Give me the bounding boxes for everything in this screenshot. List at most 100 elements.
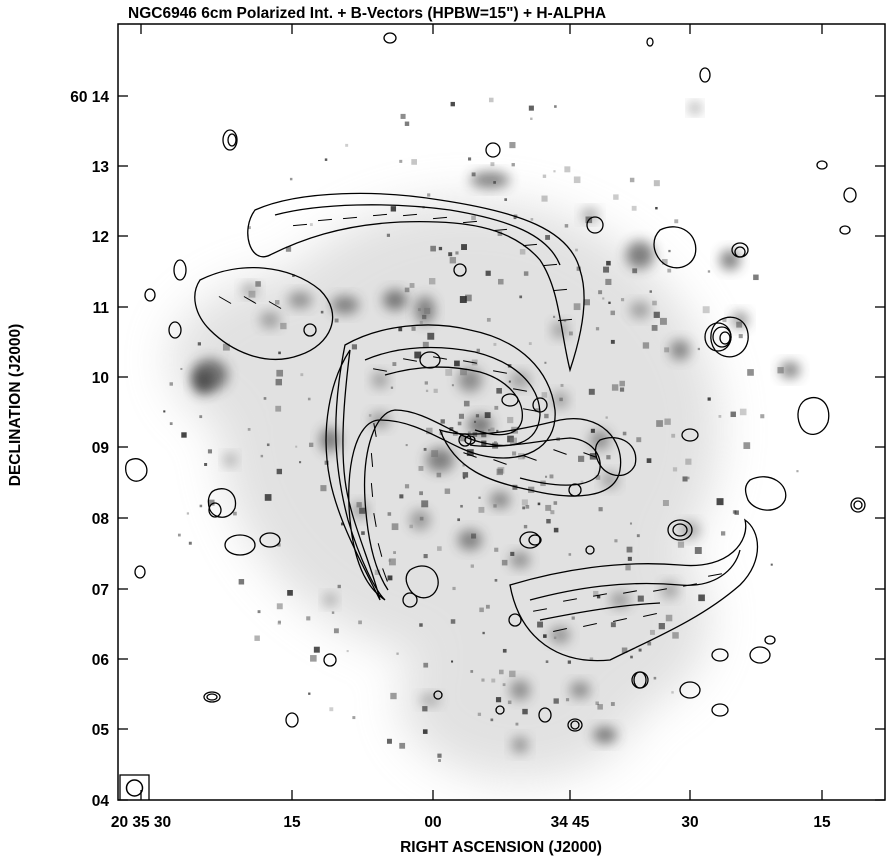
- contour-line: [363, 346, 541, 591]
- b-vector: [563, 598, 577, 602]
- contour-line: [469, 437, 601, 486]
- contour-ring: [206, 693, 218, 701]
- contour-ring: [433, 690, 443, 700]
- contour-line: [438, 418, 622, 497]
- b-vector: [493, 459, 507, 465]
- contour-ring: [850, 497, 866, 513]
- contour-ring: [227, 133, 237, 147]
- b-vector: [268, 301, 282, 309]
- contour-ring: [538, 707, 552, 723]
- x-tick-label: 00: [424, 814, 441, 831]
- y-tick-label: 05: [92, 722, 110, 739]
- contour-ring: [567, 718, 583, 732]
- x-tick-label: 34 45: [551, 814, 590, 831]
- contour-ring: [222, 129, 238, 151]
- b-vector: [432, 216, 448, 220]
- y-axis-label: DECLINATION (J2000): [7, 324, 24, 487]
- b-vector: [542, 263, 558, 267]
- contour-ring: [419, 351, 441, 369]
- b-vector: [370, 452, 374, 468]
- b-vector: [583, 623, 597, 627]
- contour-ring: [586, 216, 604, 234]
- contour-ring: [508, 613, 522, 627]
- b-vector: [553, 628, 567, 632]
- b-vector: [403, 358, 417, 362]
- figure-title: NGC6946 6cm Polarized Int. + B-Vectors (…: [128, 5, 606, 22]
- contour-ring: [711, 648, 729, 662]
- contour-ring: [816, 160, 828, 170]
- contour-ring: [203, 691, 221, 703]
- contour-line: [653, 226, 697, 269]
- x-tick-label: 20 35 30: [111, 814, 171, 831]
- b-vector: [613, 618, 627, 622]
- b-vector: [463, 452, 477, 458]
- y-tick-label: 06: [92, 652, 110, 669]
- b-vector: [522, 243, 538, 247]
- b-vector: [583, 452, 597, 458]
- contour-ring: [711, 703, 729, 717]
- contour-ring: [224, 534, 256, 556]
- b-vector: [492, 228, 508, 232]
- contour-ring: [134, 565, 146, 579]
- contour-ring: [528, 534, 542, 546]
- b-vector: [683, 583, 697, 587]
- b-vector: [463, 360, 477, 364]
- b-vector: [372, 213, 388, 217]
- y-tick-label: 13: [92, 159, 110, 176]
- contour-ring: [853, 500, 863, 510]
- contour-ring: [679, 681, 701, 699]
- y-tick-label: 04: [92, 793, 110, 810]
- y-tick-label: 08: [92, 511, 110, 528]
- contour-ring: [285, 712, 299, 728]
- axis-ticks: [118, 24, 885, 801]
- contour-line: [594, 436, 637, 477]
- b-vector: [243, 296, 257, 304]
- b-vector: [553, 449, 567, 455]
- x-tick-label: 30: [681, 814, 698, 831]
- contour-ring: [749, 646, 771, 664]
- contour-ring: [173, 259, 187, 281]
- contour-ring: [519, 531, 541, 549]
- b-vectors: [218, 213, 722, 632]
- contour-line: [710, 316, 749, 358]
- contour-ring: [839, 225, 851, 235]
- halpha-knots: [163, 97, 800, 762]
- contour-line: [744, 476, 787, 511]
- contour-line: [274, 204, 561, 266]
- b-vector: [513, 388, 527, 392]
- contour-ring: [633, 671, 647, 689]
- b-vector: [382, 568, 388, 582]
- b-vector: [593, 593, 607, 597]
- b-vector: [373, 368, 387, 372]
- contour-ring: [259, 532, 281, 548]
- b-vector: [643, 613, 657, 617]
- contour-line: [207, 488, 237, 518]
- b-vector: [373, 513, 377, 527]
- contour-ring: [667, 519, 693, 541]
- contour-line: [194, 267, 334, 360]
- contour-ring: [646, 37, 654, 47]
- contour-ring: [568, 483, 582, 497]
- contour-line: [247, 192, 585, 373]
- y-tick-label: 12: [92, 229, 109, 246]
- b-vector: [342, 216, 358, 220]
- contour-ring: [532, 397, 548, 413]
- contour-ring: [734, 246, 746, 258]
- x-tick-labels: 20 35 30 15 00 34 45 30 15: [111, 814, 831, 831]
- b-vector: [708, 573, 722, 577]
- y-tick-labels: 04 05 06 07 08 09 10 11 12 13 60 14: [70, 89, 109, 810]
- b-vector: [370, 482, 374, 498]
- contour-line: [124, 458, 148, 482]
- x-tick-label: 15: [813, 814, 831, 831]
- contour-ring: [681, 428, 699, 442]
- plot-frame: [117, 23, 886, 801]
- b-vector: [218, 296, 232, 304]
- b-vector: [623, 590, 637, 594]
- b-vector: [533, 608, 547, 612]
- contour-ring: [843, 187, 857, 203]
- b-vector: [402, 213, 418, 217]
- b-vector: [523, 455, 537, 461]
- contour-line: [797, 397, 830, 436]
- contour-line: [529, 549, 741, 601]
